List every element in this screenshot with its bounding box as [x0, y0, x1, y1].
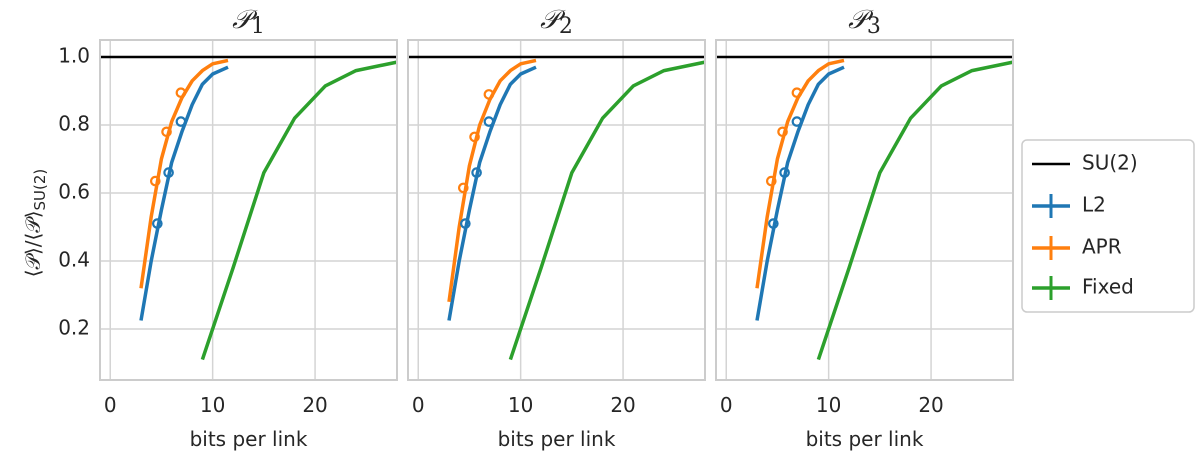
x-tick-label: 0 — [720, 393, 733, 417]
plot-area — [100, 40, 397, 380]
data-point-apr — [161, 126, 172, 138]
legend-label-fixed: Fixed — [1082, 275, 1134, 299]
data-point-apr — [469, 131, 480, 143]
series-line-fixed — [200, 60, 398, 361]
panel-title: 𝒫2 — [540, 5, 573, 39]
plot-frame — [715, 39, 1014, 381]
plot-area — [716, 40, 1013, 380]
y-tick-label: 1.0 — [58, 44, 90, 68]
x-tick-label: 20 — [918, 393, 943, 417]
panel-1: 0 10 20 0.2 0.4 0.6 0.8 1.0 bits per link 𝒫1 — [58, 5, 398, 451]
data-point-l2 — [152, 218, 163, 229]
series-line-l2 — [447, 65, 537, 321]
legend-box — [1021, 139, 1195, 313]
y-tick-label: 0.8 — [58, 112, 90, 136]
y-axis-label-main: ⟨𝒫⟩/⟨𝒫⟩ — [21, 210, 45, 277]
data-point-l2 — [471, 167, 482, 178]
data-point-apr — [150, 175, 161, 187]
y-tick-label: 0.6 — [58, 180, 90, 204]
x-tick-label: 10 — [816, 393, 841, 417]
data-point-l2 — [791, 116, 803, 127]
panel-title-sub: 3 — [867, 14, 881, 39]
x-axis-label: bits per link — [806, 427, 924, 451]
y-tick-label: 0.2 — [58, 316, 90, 340]
plot-area — [408, 40, 705, 380]
x-axis-label: bits per link — [190, 427, 308, 451]
data-point-l2 — [163, 167, 174, 178]
panel-title: 𝒫3 — [848, 5, 881, 39]
x-axis-label: bits per link — [498, 427, 616, 451]
series-line-fixed — [816, 60, 1014, 361]
panel-title-sub: 1 — [251, 14, 265, 39]
panel-2: 0 10 20 bits per link 𝒫2 — [407, 5, 706, 451]
legend-label-apr: APR — [1082, 235, 1122, 259]
panel-title: 𝒫1 — [232, 5, 265, 39]
panel-title-sub: 2 — [559, 14, 573, 39]
data-point-apr — [766, 175, 777, 187]
x-tick-label: 20 — [610, 393, 635, 417]
data-point-l2 — [768, 218, 779, 229]
x-tick-label: 10 — [508, 393, 533, 417]
x-tick-label: 20 — [302, 393, 327, 417]
y-tick-label: 0.4 — [58, 248, 90, 272]
data-point-apr — [791, 87, 803, 98]
series-line-fixed — [508, 60, 706, 361]
data-point-apr — [777, 126, 788, 138]
y-axis-label-sub: SU(2) — [31, 169, 49, 211]
x-tick-label: 0 — [412, 393, 425, 417]
y-axis-label: ⟨𝒫⟩/⟨𝒫⟩SU(2) — [21, 169, 49, 278]
series-line-l2 — [755, 65, 845, 321]
legend-label-l2: L2 — [1082, 193, 1106, 217]
plot-frame — [99, 39, 398, 381]
data-point-apr — [458, 182, 469, 194]
data-point-l2 — [779, 167, 790, 178]
data-point-apr — [175, 87, 187, 98]
data-point-l2 — [460, 218, 471, 229]
data-point-l2 — [483, 116, 495, 127]
x-tick-label: 10 — [200, 393, 225, 417]
series-line-l2 — [139, 65, 229, 321]
data-point-apr — [483, 89, 495, 100]
legend: SU(2) L2 APR Fixed — [1021, 139, 1195, 313]
panel-3: 0 10 20 bits per link 𝒫3 — [715, 5, 1014, 451]
x-tick-label: 0 — [104, 393, 117, 417]
plot-frame — [407, 39, 706, 381]
data-point-l2 — [175, 116, 187, 127]
legend-label-su2: SU(2) — [1082, 151, 1138, 175]
